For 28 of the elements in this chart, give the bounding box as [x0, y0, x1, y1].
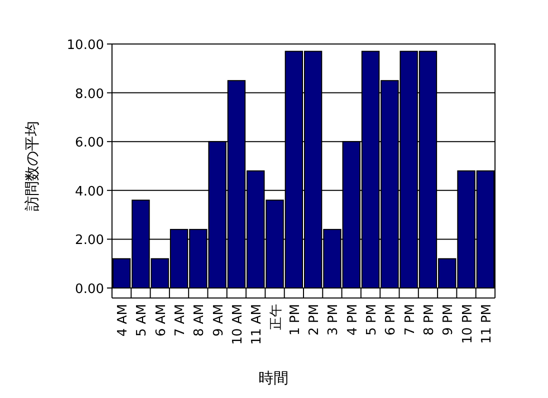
y-tick-label: 0.00 [75, 282, 104, 297]
y-tick-label: 8.00 [75, 86, 104, 102]
y-tick-label: 6.00 [75, 136, 104, 151]
x-tick-label: 9 AM [211, 304, 226, 337]
x-tick-label: 4 PM [345, 304, 360, 336]
x-tick-label: 4 AM [116, 304, 131, 337]
x-tick-label: 7 AM [173, 304, 188, 337]
x-tick-label: 8 AM [192, 304, 208, 337]
x-tick-label: 3 PM [326, 304, 342, 336]
y-tick-label: 4.00 [75, 184, 104, 200]
x-tick-label: 8 PM [422, 304, 437, 336]
x-tick-label: 7 PM [402, 304, 418, 336]
x-tick-label: 5 PM [364, 304, 380, 336]
x-axis-title: 時間 [258, 369, 288, 387]
x-tick-label: 11 AM [250, 304, 265, 345]
y-axis-title: 訪問数の平均 [23, 121, 41, 211]
x-tick-label: 6 PM [384, 304, 399, 336]
x-tick-label: 6 AM [154, 304, 169, 337]
x-tick-label: 1 PM [288, 304, 303, 336]
y-tick-label: 10.00 [66, 38, 104, 53]
x-tick-label: 5 AM [134, 304, 150, 337]
y-tick-label: 2.00 [75, 233, 104, 248]
x-tick-label: 10 PM [460, 304, 476, 344]
x-tick-label: 11 PM [479, 304, 494, 344]
x-tick-label: 9 PM [441, 304, 456, 336]
x-tick-label: 10 AM [230, 304, 246, 345]
x-tick-label: 正午 [268, 304, 284, 330]
x-tick-label: 2 PM [307, 304, 322, 336]
